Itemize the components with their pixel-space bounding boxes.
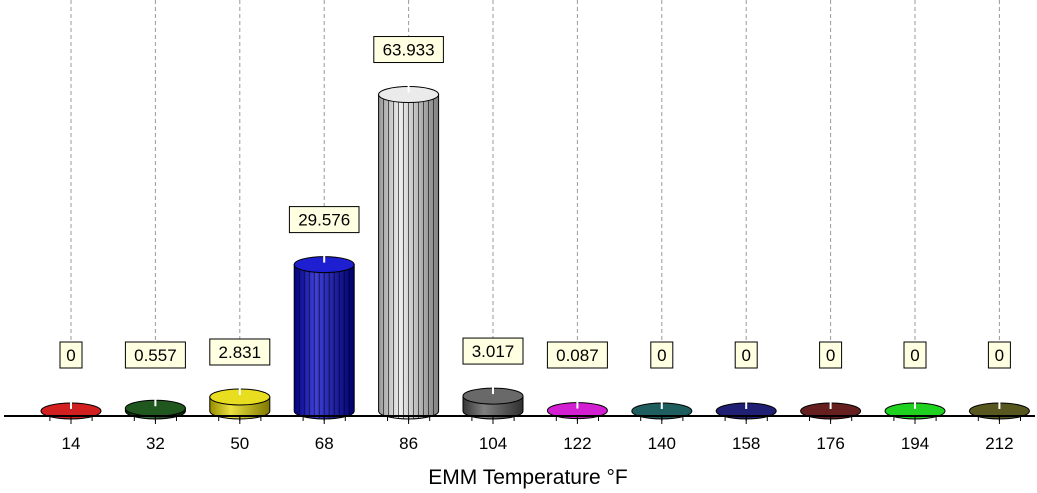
x-tick-label: 212 bbox=[985, 434, 1013, 453]
data-label: 0 bbox=[66, 346, 75, 365]
data-label-box bbox=[819, 341, 843, 369]
data-label-box bbox=[546, 341, 608, 369]
data-label: 3.017 bbox=[472, 342, 515, 361]
x-tick-label: 140 bbox=[648, 434, 676, 453]
data-label: 0 bbox=[826, 346, 835, 365]
data-label-box bbox=[59, 341, 83, 369]
x-tick-label: 68 bbox=[315, 434, 334, 453]
bars bbox=[40, 86, 1030, 420]
data-label: 63.933 bbox=[383, 41, 435, 60]
bar-104 bbox=[462, 387, 524, 420]
data-label-box bbox=[650, 341, 674, 369]
data-label-box bbox=[987, 341, 1011, 369]
bar-86 bbox=[378, 86, 440, 420]
x-tick-label: 158 bbox=[732, 434, 760, 453]
data-label: 0.557 bbox=[134, 346, 177, 365]
bar-68 bbox=[293, 256, 355, 420]
data-label-box bbox=[734, 341, 758, 369]
data-label: 2.831 bbox=[219, 343, 262, 362]
data-label-box bbox=[124, 341, 186, 369]
x-tick-label: 86 bbox=[399, 434, 418, 453]
data-label: 0 bbox=[657, 346, 666, 365]
x-axis-title: EMM Temperature °F bbox=[428, 466, 627, 489]
x-axis-ticks: 14 32 50 68 86 104 122 140 158 176 194 212 bbox=[49, 416, 1021, 453]
data-label: 0.087 bbox=[556, 346, 599, 365]
x-tick-label: 122 bbox=[563, 434, 591, 453]
data-label: 29.576 bbox=[298, 211, 350, 230]
data-label-box bbox=[288, 206, 360, 234]
x-tick-label: 14 bbox=[62, 434, 81, 453]
x-tick-label: 104 bbox=[479, 434, 507, 453]
x-tick-label: 50 bbox=[230, 434, 249, 453]
data-label: 0 bbox=[910, 346, 919, 365]
data-label-box bbox=[373, 36, 444, 64]
data-label: 0 bbox=[741, 346, 750, 365]
data-labels: 0 0.557 2.831 29.576 63.933 3.017 0.087 0 0 0 0 0 bbox=[59, 36, 1011, 409]
x-tick-label: 176 bbox=[816, 434, 844, 453]
x-tick-label: 194 bbox=[901, 434, 929, 453]
data-label-box bbox=[209, 338, 271, 366]
data-label: 0 bbox=[995, 346, 1004, 365]
data-label-box bbox=[462, 337, 524, 365]
x-tick-label: 32 bbox=[146, 434, 165, 453]
data-label-box bbox=[903, 341, 927, 369]
